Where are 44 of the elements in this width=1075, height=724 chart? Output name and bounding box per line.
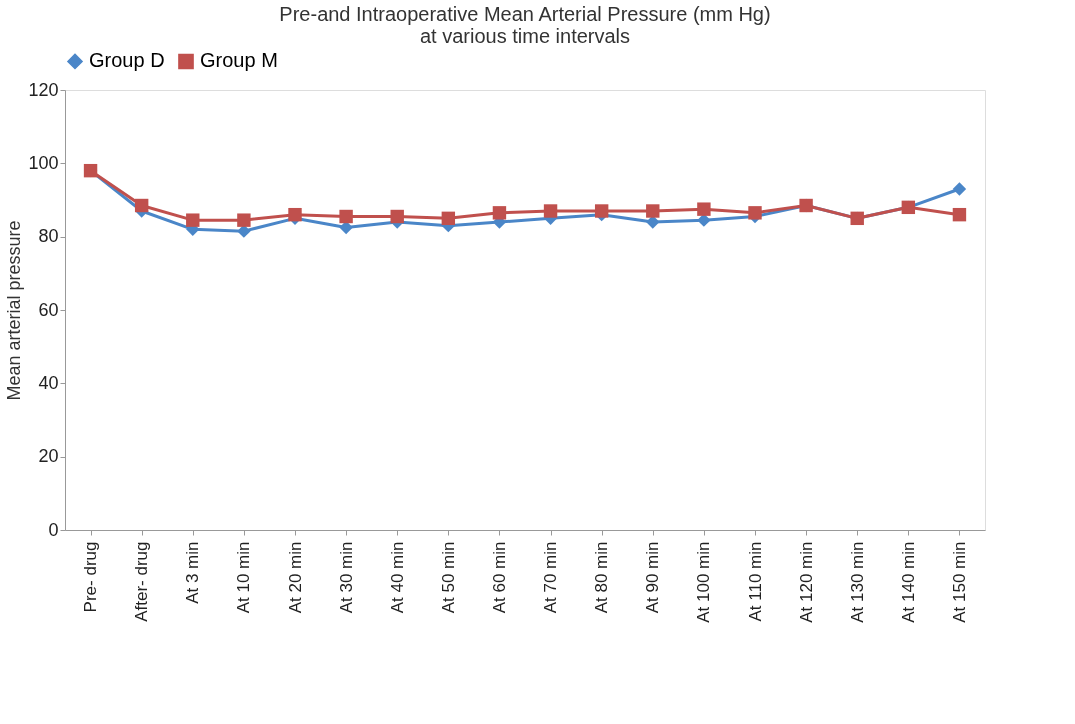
y-axis-title: Mean arterial pressure — [4, 220, 25, 401]
point — [543, 204, 558, 218]
point — [134, 198, 149, 213]
point — [237, 213, 251, 227]
x-tick-label: At 150 min — [949, 541, 969, 623]
x-tick-label: At 80 min — [592, 541, 612, 614]
y-tick-label: 60 — [38, 299, 59, 320]
point — [697, 202, 711, 216]
point — [186, 213, 200, 227]
x-tick-label: At 50 min — [438, 541, 458, 614]
x-tick-label: At 90 min — [643, 541, 663, 614]
legend-label: Group M — [200, 49, 278, 72]
point — [390, 209, 404, 224]
x-tick-label: At 30 min — [336, 541, 356, 614]
x-tick-label: Pre- drug — [81, 541, 101, 613]
x-tick-label: At 130 min — [847, 541, 867, 623]
x-tick-label: At 40 min — [387, 541, 407, 614]
point — [952, 207, 967, 222]
x-tick-label: At 110 min — [745, 541, 765, 622]
point — [492, 206, 507, 220]
point — [288, 207, 302, 222]
x-tick-label: At 60 min — [489, 541, 509, 614]
y-tick-label: 80 — [38, 226, 59, 247]
x-tick-label: At 100 min — [694, 541, 714, 623]
legend-label: Group D — [89, 49, 165, 72]
x-tick-label: At 20 min — [285, 541, 305, 614]
x-tick-label: At 140 min — [898, 541, 918, 623]
point — [594, 204, 609, 218]
y-tick-label: 120 — [28, 79, 59, 100]
point — [441, 211, 456, 226]
chart-title: Pre-and Intraoperative Mean Arterial Pressure (mm Hg) at various time intervals — [279, 3, 771, 47]
x-tick-label: At 3 min — [183, 541, 203, 604]
y-tick-label: 40 — [38, 372, 59, 393]
y-tick-label: 20 — [38, 446, 59, 467]
y-tick-label: 0 — [48, 519, 59, 540]
point — [952, 182, 967, 196]
x-tick-label: At 70 min — [541, 541, 561, 614]
x-tick-label: After- drug — [132, 541, 152, 622]
y-tick-label: 100 — [28, 152, 59, 173]
point — [646, 204, 660, 218]
x-tick-label: At 120 min — [796, 541, 816, 623]
x-tick-label: At 10 min — [234, 541, 254, 614]
point — [748, 206, 762, 220]
point — [339, 209, 353, 224]
